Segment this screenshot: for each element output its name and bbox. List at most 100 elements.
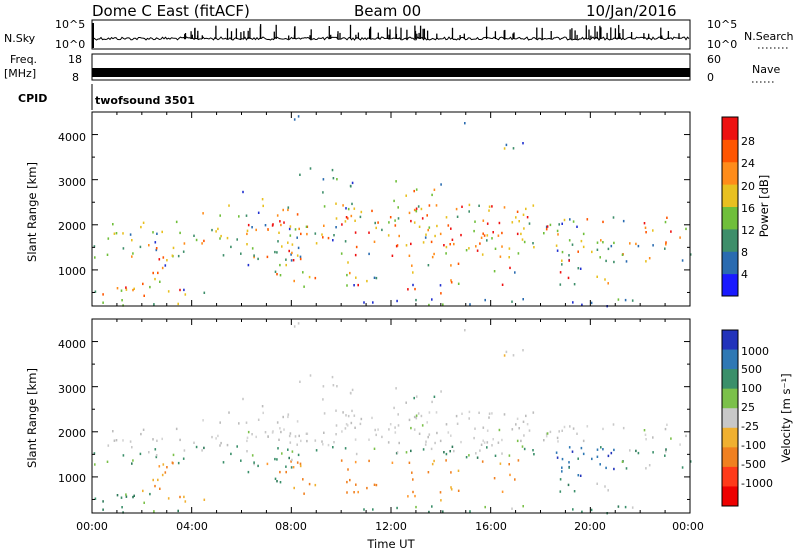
- range-gate-cell: [217, 227, 219, 231]
- range-gate-cell: [568, 259, 570, 262]
- range-gate-cell: [484, 298, 486, 302]
- range-gate-cell: [457, 469, 460, 472]
- range-gate-cell: [468, 454, 470, 457]
- range-gate-cell: [453, 242, 455, 246]
- range-gate-cell: [665, 448, 667, 451]
- range-gate-cell: [182, 457, 185, 460]
- range-gate-cell: [336, 385, 338, 388]
- range-gate-cell: [484, 505, 486, 509]
- range-gate-cell: [282, 415, 284, 419]
- range-gate-cell: [203, 239, 205, 243]
- range-gate-cell: [431, 400, 433, 404]
- range-gate-cell: [396, 299, 398, 303]
- range-gate-cell: [116, 494, 119, 497]
- range-gate-cell: [440, 499, 442, 502]
- range-gate-cell: [220, 234, 222, 238]
- range-gate-cell: [582, 452, 585, 456]
- range-gate-cell: [425, 233, 427, 236]
- range-gate-cell: [434, 441, 436, 445]
- power-cbar-tick-28: 28: [741, 135, 755, 148]
- range-gate-cell: [396, 244, 399, 247]
- range-gate-cell: [276, 214, 279, 217]
- range-gate-cell: [285, 263, 287, 267]
- range-gate-cell: [355, 245, 358, 249]
- range-gate-cell: [299, 255, 302, 258]
- range-gate-cell: [447, 224, 450, 227]
- range-gate-cell: [177, 254, 180, 258]
- range-gate-cell: [177, 461, 180, 465]
- range-gate-cell: [561, 470, 563, 473]
- velocity-ytick-2000: 2000: [58, 427, 86, 440]
- power-cbar-tick-16: 16: [741, 202, 755, 215]
- range-gate-cell: [556, 249, 559, 252]
- range-gate-cell: [354, 460, 357, 464]
- range-gate-cell: [476, 456, 479, 459]
- nsky-strip: N.Sky 10^5 10^0 10^5 10^0 N.Search: [4, 18, 794, 51]
- range-gate-cell: [115, 439, 118, 442]
- range-gate-cell: [102, 508, 104, 511]
- range-gate-cell: [410, 242, 412, 246]
- range-gate-cell: [154, 448, 157, 451]
- range-gate-cell: [344, 447, 347, 450]
- range-gate-cell: [424, 443, 427, 446]
- range-gate-cell: [600, 446, 602, 449]
- range-gate-cell: [346, 273, 348, 277]
- range-gate-cell: [572, 427, 575, 430]
- range-gate-cell: [405, 401, 407, 404]
- range-gate-cell: [549, 430, 552, 434]
- range-gate-cell: [543, 232, 545, 235]
- range-gate-cell: [582, 439, 585, 443]
- range-gate-cell: [220, 441, 222, 445]
- range-gate-cell: [129, 440, 132, 443]
- range-gate-cell: [514, 271, 516, 274]
- range-gate-cell: [171, 254, 174, 257]
- range-gate-cell: [685, 434, 687, 438]
- range-gate-cell: [491, 205, 493, 208]
- range-gate-cell: [279, 220, 281, 223]
- nsearch-label: N.Search: [744, 30, 794, 43]
- range-gate-cell: [558, 223, 560, 226]
- vel-cbar-tick-100: 100: [741, 382, 762, 395]
- range-gate-cell: [166, 259, 168, 262]
- vel-cbar-tick-25: 25: [741, 401, 755, 414]
- range-gate-cell: [107, 237, 110, 240]
- range-gate-cell: [545, 228, 548, 231]
- range-gate-cell: [516, 232, 519, 236]
- range-gate-cell: [322, 385, 325, 388]
- range-gate-cell: [371, 416, 373, 420]
- range-gate-cell: [274, 250, 276, 254]
- range-gate-cell: [665, 450, 667, 453]
- range-gate-cell: [373, 447, 376, 450]
- range-gate-cell: [164, 264, 167, 267]
- range-gate-cell: [443, 451, 445, 454]
- range-gate-cell: [436, 224, 438, 228]
- range-gate-cell: [577, 250, 579, 253]
- range-gate-cell: [158, 465, 161, 468]
- range-gate-cell: [488, 416, 490, 419]
- range-gate-cell: [397, 413, 399, 416]
- range-gate-cell: [418, 225, 421, 228]
- range-gate-cell: [240, 459, 242, 462]
- range-gate-cell: [277, 240, 279, 243]
- velocity-x-ticks: [91, 319, 691, 513]
- range-gate-cell: [345, 423, 348, 426]
- range-gate-cell: [624, 298, 627, 302]
- range-gate-cell: [473, 436, 475, 440]
- range-gate-cell: [543, 439, 545, 442]
- range-gate-cell: [525, 207, 527, 211]
- range-gate-cell: [142, 428, 145, 431]
- range-gate-cell: [468, 410, 471, 414]
- range-gate-cell: [410, 426, 412, 430]
- range-gate-cell: [561, 466, 563, 469]
- range-gate-cell: [281, 452, 283, 455]
- range-gate-cell: [602, 427, 604, 431]
- range-gate-cell: [395, 180, 397, 183]
- range-gate-cell: [102, 301, 104, 304]
- range-gate-cell: [246, 450, 248, 453]
- range-gate-cell: [520, 439, 522, 443]
- range-gate-cell: [395, 387, 397, 390]
- range-gate-cell: [515, 216, 517, 219]
- range-gate-cell: [149, 492, 151, 496]
- range-gate-cell: [414, 494, 416, 498]
- range-gate-cell: [372, 508, 374, 511]
